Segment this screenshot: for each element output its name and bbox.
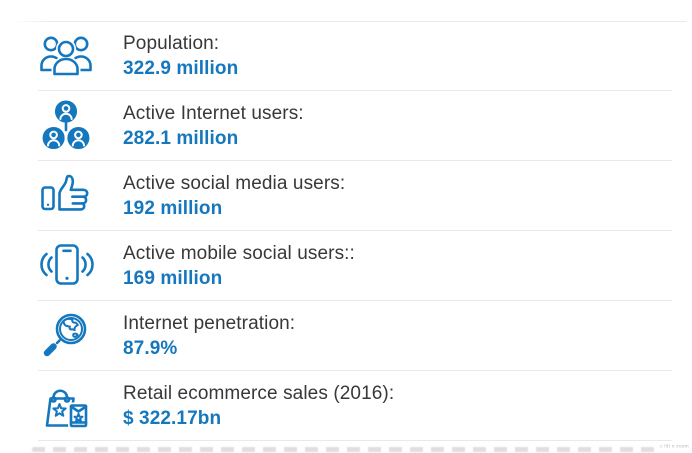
stat-value: 322.9 million: [123, 57, 239, 79]
mobile-phone-waves-icon: [38, 238, 123, 294]
stats-list: Population: 322.9 million: [38, 21, 672, 441]
magnifier-globe-icon: [38, 308, 123, 364]
stat-row-mobile-social: Active mobile social users:: 169 million: [38, 231, 672, 301]
stat-row-social-media: Active social media users: 192 million: [38, 161, 672, 231]
shopping-bags-icon: [38, 378, 123, 434]
stat-label: Active social media users:: [123, 172, 346, 194]
stat-row-ecommerce: Retail ecommerce sales (2016): $ 322.17b…: [38, 371, 672, 441]
watermark-text: c lift n zoom: [660, 444, 689, 449]
stat-value: 169 million: [123, 267, 223, 289]
stat-value: 282.1 million: [123, 127, 239, 149]
social-media-like-icon: [38, 168, 123, 224]
stat-label: Internet penetration:: [123, 312, 296, 334]
stat-row-internet-penetration: Internet penetration: 87.9%: [38, 301, 672, 371]
stat-value: 87.9%: [123, 337, 178, 359]
stat-label: Retail ecommerce sales (2016):: [123, 382, 395, 404]
top-divider: [12, 21, 687, 22]
internet-users-icon: [38, 98, 123, 154]
stat-label: Active Internet users:: [123, 102, 304, 124]
stat-row-internet-users: Active Internet users: 282.1 million: [38, 91, 672, 161]
stat-label: Population:: [123, 32, 220, 54]
stat-row-population: Population: 322.9 million: [38, 21, 672, 91]
cutoff-next-row-text: [32, 447, 658, 452]
stat-label: Active mobile social users::: [123, 242, 355, 264]
stat-value: 192 million: [123, 197, 223, 219]
population-group-icon: [38, 28, 123, 84]
stat-value: $ 322.17bn: [123, 407, 222, 429]
